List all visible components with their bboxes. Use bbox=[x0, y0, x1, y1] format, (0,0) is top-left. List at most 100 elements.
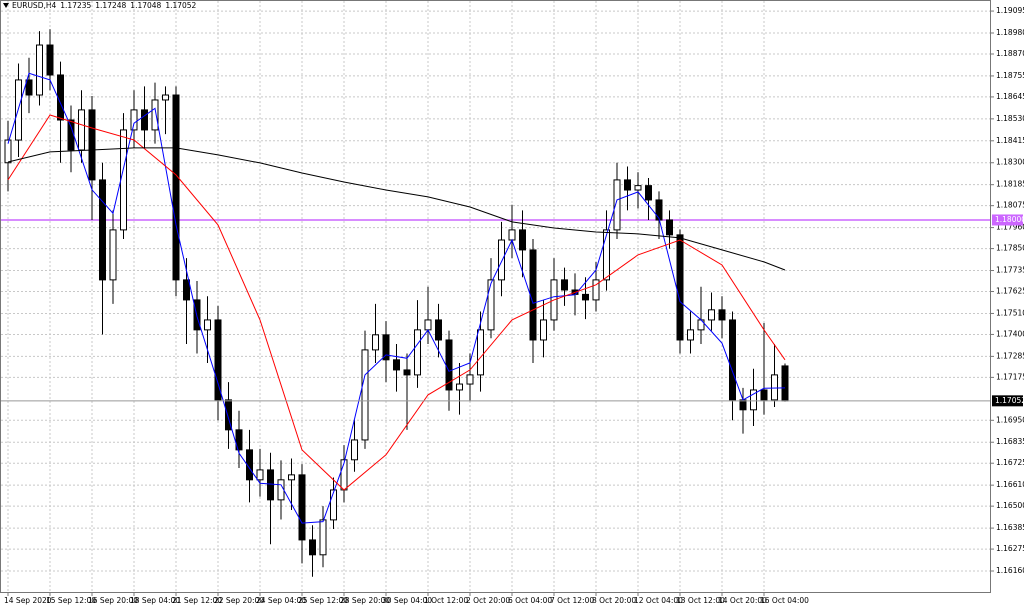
x-tick-label: 7 Oct 12:00 bbox=[550, 596, 594, 605]
candle-body bbox=[613, 179, 621, 231]
y-tick-label: 1.18415 bbox=[996, 136, 1024, 145]
candle-body bbox=[225, 399, 232, 431]
candle-body bbox=[655, 199, 663, 221]
candle-body bbox=[46, 44, 54, 76]
candle-body bbox=[414, 329, 421, 376]
chart-title: EURUSD,H4 bbox=[12, 1, 56, 10]
candle-body bbox=[267, 469, 274, 501]
candle-body bbox=[508, 229, 516, 241]
y-tick-label: 1.17625 bbox=[996, 287, 1024, 296]
candle-body bbox=[88, 109, 96, 181]
candle-body bbox=[246, 449, 253, 481]
chart-header: EURUSD,H4 1.17235 1.17248 1.17048 1.17052 bbox=[12, 1, 197, 10]
candle-body bbox=[25, 79, 33, 96]
candle-body bbox=[403, 369, 411, 376]
candle-body bbox=[561, 279, 568, 291]
candle-body bbox=[351, 439, 358, 461]
candle-body bbox=[183, 279, 190, 301]
candle-body bbox=[781, 365, 789, 402]
candle-body bbox=[130, 109, 138, 131]
candle-body bbox=[592, 279, 600, 301]
candle-body bbox=[540, 319, 547, 341]
candle-body bbox=[729, 319, 736, 401]
y-tick-label: 1.17175 bbox=[996, 372, 1024, 381]
y-tick-label: 1.18645 bbox=[996, 92, 1024, 101]
candle-body bbox=[309, 539, 316, 556]
x-tick-label: 14 Sep 2020 bbox=[4, 596, 52, 605]
moving-average-line bbox=[7, 147, 786, 271]
menu-arrow[interactable] bbox=[3, 3, 9, 8]
candle-body bbox=[519, 229, 526, 251]
candle-body bbox=[277, 479, 285, 501]
y-tick-label: 1.16610 bbox=[996, 480, 1024, 489]
x-tick-label: 18 Sep 04:00 bbox=[130, 596, 180, 605]
current-price-box bbox=[992, 395, 1023, 407]
candle-body bbox=[645, 185, 652, 201]
y-tick-label: 1.16950 bbox=[996, 415, 1024, 424]
y-tick-label: 1.16500 bbox=[996, 501, 1024, 510]
x-tick-label: 15 Sep 12:00 bbox=[46, 596, 96, 605]
candle-body bbox=[109, 229, 117, 281]
x-tick-label: 28 Sep 20:00 bbox=[340, 596, 390, 605]
x-tick-label: 1 Oct 12:00 bbox=[424, 596, 468, 605]
candle-body bbox=[141, 109, 148, 131]
candle-body bbox=[67, 119, 75, 151]
last-high: 1.17248 bbox=[95, 1, 126, 10]
y-tick-label: 1.18075 bbox=[996, 201, 1024, 210]
y-tick-label: 1.18185 bbox=[996, 180, 1024, 189]
candle-body bbox=[676, 234, 684, 341]
candle-body bbox=[624, 179, 631, 191]
y-tick-label: 1.17400 bbox=[996, 329, 1024, 338]
candle-body bbox=[477, 329, 484, 376]
x-tick-label: 14 Oct 20:00 bbox=[718, 596, 767, 605]
candle-body bbox=[372, 334, 379, 351]
y-tick-label: 1.16275 bbox=[996, 544, 1024, 553]
candle-body bbox=[78, 109, 85, 151]
x-tick-label: 22 Sep 20:00 bbox=[214, 596, 264, 605]
y-tick-label: 1.18300 bbox=[996, 158, 1024, 167]
y-tick-label: 1.17285 bbox=[996, 351, 1024, 360]
candle-body bbox=[424, 319, 432, 331]
candle-body bbox=[435, 319, 442, 341]
y-tick-label: 1.18755 bbox=[996, 71, 1024, 80]
y-tick-label: 1.16835 bbox=[996, 437, 1024, 446]
candle-body bbox=[361, 349, 369, 441]
y-tick-label: 1.17850 bbox=[996, 244, 1024, 253]
x-tick-label: 6 Oct 04:00 bbox=[508, 596, 552, 605]
x-tick-label: 21 Sep 12:00 bbox=[172, 596, 222, 605]
level-label: 1.18000 bbox=[995, 215, 1024, 224]
candle-body bbox=[771, 374, 778, 401]
y-tick-label: 1.17960 bbox=[996, 223, 1024, 232]
last-low: 1.17048 bbox=[130, 1, 161, 10]
candle-body bbox=[603, 229, 610, 281]
candle-body bbox=[498, 239, 505, 281]
candle-body bbox=[4, 139, 12, 164]
y-tick-label: 1.18980 bbox=[996, 28, 1024, 37]
candle-body bbox=[256, 469, 264, 481]
candle-body bbox=[214, 319, 222, 401]
level-label-box bbox=[992, 214, 1023, 226]
candle-body bbox=[172, 94, 180, 281]
x-tick-label: 25 Sep 12:00 bbox=[298, 596, 348, 605]
x-tick-label: 8 Oct 20:00 bbox=[592, 596, 636, 605]
candle-body bbox=[708, 309, 715, 321]
candle-body bbox=[288, 474, 295, 481]
y-tick-label: 1.16385 bbox=[996, 523, 1024, 532]
candle-body bbox=[718, 309, 726, 321]
candle-body bbox=[204, 319, 211, 331]
y-tick-label: 1.18530 bbox=[996, 114, 1024, 123]
x-tick-label: 30 Sep 04:00 bbox=[382, 596, 432, 605]
x-tick-label: 13 Oct 12:00 bbox=[676, 596, 725, 605]
candle-body bbox=[487, 279, 495, 331]
current-price-label: 1.17052 bbox=[995, 396, 1024, 405]
candle-body bbox=[330, 489, 337, 521]
candle-body bbox=[298, 474, 306, 541]
y-tick-label: 1.18870 bbox=[996, 49, 1024, 58]
moving-average-line bbox=[7, 72, 786, 524]
candle-body bbox=[120, 129, 127, 231]
y-tick-label: 1.16160 bbox=[996, 566, 1024, 575]
candle-body bbox=[319, 519, 327, 556]
candle-body bbox=[162, 94, 169, 101]
